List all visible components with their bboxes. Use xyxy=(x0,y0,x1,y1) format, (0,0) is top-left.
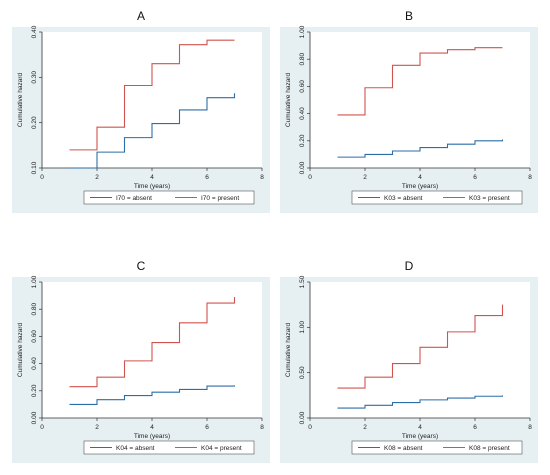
panel-a: A 0 2 4 6 8 0.10 0.20 0.30 0.40 Time (years) Cumula… xyxy=(12,9,270,213)
series-line-present xyxy=(337,304,504,389)
legend-label: K08 = absent xyxy=(384,445,423,452)
legend-box xyxy=(83,190,255,205)
x-tick-label: 6 xyxy=(473,174,477,181)
y-tick-label: 0.60 xyxy=(31,330,38,343)
y-axis-title: Cumulative hazard xyxy=(285,73,292,128)
x-axis-title: Time (years) xyxy=(134,433,170,440)
x-tick-label: 8 xyxy=(528,424,532,431)
y-tick-label: 0.00 xyxy=(31,411,38,424)
x-tick-label: 4 xyxy=(418,424,422,431)
x-tick-label: 6 xyxy=(205,424,209,431)
y-tick-label: 0.10 xyxy=(31,161,38,174)
x-tick-label: 0 xyxy=(40,174,44,181)
panel-title: C xyxy=(137,259,146,273)
x-tick-label: 0 xyxy=(308,424,312,431)
legend-label: K04 = absent xyxy=(116,445,155,452)
panel-b: B 0 2 4 6 8 0.00 0.20 0.40 0.60 0.80 1.00 Time (year… xyxy=(280,9,538,213)
x-tick-label: 6 xyxy=(473,424,477,431)
panel-d: D 0 2 4 6 8 0.00 0.50 1.00 1.50 Time (years) Cumula… xyxy=(280,259,538,463)
x-tick-label: 8 xyxy=(528,174,532,181)
x-tick-label: 4 xyxy=(150,174,154,181)
series-line-present xyxy=(69,296,236,388)
y-tick-label: 0.80 xyxy=(299,52,306,65)
x-tick-label: 4 xyxy=(418,174,422,181)
legend-label: K03 = present xyxy=(469,195,510,202)
y-axis-title: Cumulative hazard xyxy=(285,323,292,378)
y-tick-label: 0.20 xyxy=(31,116,38,129)
plot-area xyxy=(42,32,262,168)
y-tick-label: 0.40 xyxy=(31,25,38,38)
panel-title: B xyxy=(405,9,413,23)
y-tick-label: 0.20 xyxy=(31,384,38,397)
x-tick-label: 8 xyxy=(260,424,264,431)
series-line-present xyxy=(337,47,503,116)
x-axis-title: Time (years) xyxy=(402,433,438,440)
y-tick-label: 0.00 xyxy=(299,411,306,424)
x-tick-label: 0 xyxy=(40,424,44,431)
legend-label: K04 = present xyxy=(201,445,242,452)
x-tick-label: 0 xyxy=(308,174,312,181)
panel-c: C 0 2 4 6 8 0.00 0.20 0.40 0.60 0.80 1.00 Time (year… xyxy=(12,259,270,463)
panel-title: A xyxy=(137,9,145,23)
y-tick-label: 0.40 xyxy=(299,107,306,120)
y-tick-label: 1.00 xyxy=(299,321,306,334)
legend-label: I70 = absent xyxy=(116,195,152,202)
legend-label: K03 = absent xyxy=(384,195,423,202)
y-tick-label: 0.20 xyxy=(299,134,306,147)
legend-box xyxy=(351,190,523,205)
y-tick-label: 1.50 xyxy=(299,275,306,288)
x-tick-label: 2 xyxy=(363,174,367,181)
x-tick-label: 6 xyxy=(205,174,209,181)
series-line-absent xyxy=(337,139,504,158)
x-tick-label: 8 xyxy=(260,174,264,181)
y-tick-label: 1.00 xyxy=(31,275,38,288)
panel-title: D xyxy=(405,259,414,273)
y-tick-label: 0.40 xyxy=(31,357,38,370)
series-line-absent xyxy=(69,385,236,405)
x-tick-label: 4 xyxy=(150,424,154,431)
x-axis-title: Time (years) xyxy=(134,183,170,190)
x-tick-label: 2 xyxy=(95,174,99,181)
series-line-absent xyxy=(69,93,236,169)
y-tick-label: 0.60 xyxy=(299,80,306,93)
series-line-present xyxy=(69,39,235,151)
legend-label: K08 = present xyxy=(469,445,510,452)
y-axis-title: Cumulative hazard xyxy=(17,323,24,378)
legend-box xyxy=(351,440,523,455)
y-axis-title: Cumulative hazard xyxy=(17,73,24,128)
x-tick-label: 2 xyxy=(363,424,367,431)
y-tick-label: 0.80 xyxy=(31,302,38,315)
y-tick-label: 0.00 xyxy=(299,161,306,174)
legend-label: I70 = present xyxy=(201,195,239,202)
y-tick-label: 1.00 xyxy=(299,25,306,38)
x-axis-title: Time (years) xyxy=(402,183,438,190)
y-tick-label: 0.50 xyxy=(299,366,306,379)
y-tick-label: 0.30 xyxy=(31,71,38,84)
legend-box xyxy=(83,440,255,455)
x-tick-label: 2 xyxy=(95,424,99,431)
series-line-absent xyxy=(337,395,504,409)
